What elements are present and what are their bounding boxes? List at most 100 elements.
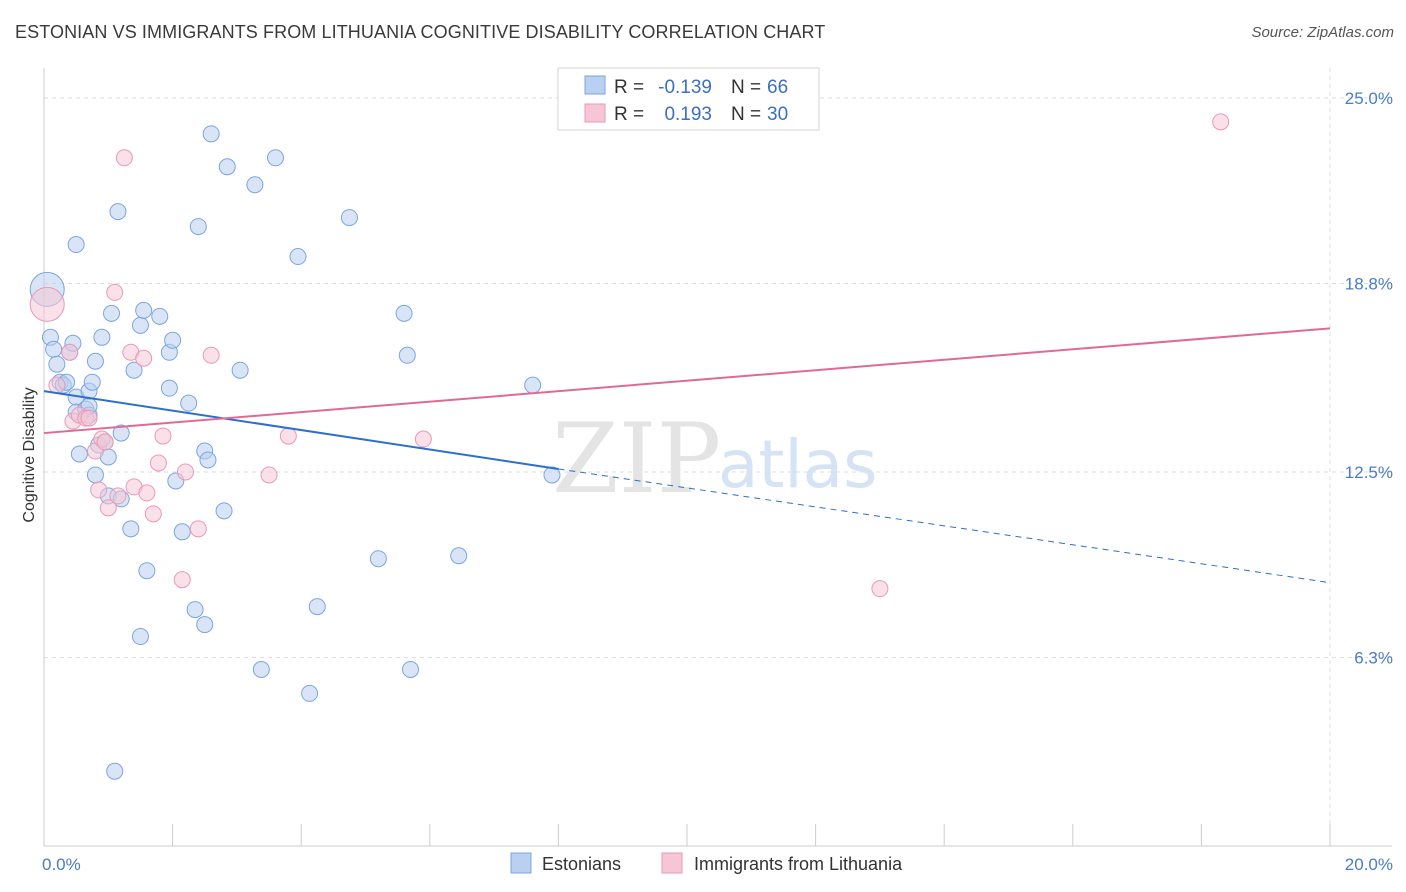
point-estonians — [252, 660, 270, 678]
point-lithuania — [176, 463, 194, 481]
bottom-legend-lithuania: Immigrants from Lithuania — [694, 854, 903, 874]
watermark: ZIP atlas — [552, 403, 878, 515]
point-estonians — [160, 379, 178, 397]
y-tick-label: 18.8% — [1345, 274, 1393, 293]
point-estonians — [151, 307, 169, 325]
point-estonians — [83, 373, 101, 391]
legend-r-value-estonians: -0.139 — [658, 77, 712, 98]
point-estonians — [196, 616, 214, 634]
watermark-atlas: atlas — [718, 426, 878, 503]
point-estonians — [395, 304, 413, 322]
point-estonians — [202, 125, 220, 143]
point-lithuania — [154, 427, 172, 445]
point-lithuania — [1212, 113, 1230, 131]
point-estonians — [173, 523, 191, 541]
point-lithuania — [106, 283, 124, 301]
bottom-legend-swatch-lithuania — [661, 852, 683, 874]
x-tick-label-start: 0.0% — [42, 855, 81, 874]
point-lithuania — [149, 454, 167, 472]
point-estonians — [70, 445, 88, 463]
point-lithuania — [144, 505, 162, 523]
point-estonians — [67, 236, 85, 254]
point-estonians — [186, 601, 204, 619]
point-lithuania — [414, 430, 432, 448]
x-tick-label-end: 20.0% — [1345, 855, 1393, 874]
point-estonians — [122, 520, 140, 538]
point-estonians — [180, 394, 198, 412]
point-estonians — [138, 562, 156, 580]
point-lithuania — [109, 487, 127, 505]
point-estonians — [189, 218, 207, 236]
point-lithuania — [115, 149, 133, 167]
point-lithuania — [871, 580, 889, 598]
legend-r-label: R = — [614, 77, 644, 98]
point-lithuania — [29, 286, 65, 322]
correlation-legend: R = -0.139 N = 66 R = 0.193 N = 30 — [557, 67, 820, 131]
point-estonians — [48, 355, 66, 373]
bottom-legend-swatch-estonians — [510, 852, 532, 874]
point-estonians — [199, 451, 217, 469]
point-estonians — [125, 361, 143, 379]
point-lithuania — [90, 481, 108, 499]
point-estonians — [308, 598, 326, 616]
legend-r-label-2: R = — [614, 104, 644, 125]
legend-n-label-2: N = — [731, 104, 761, 125]
trend-line-lithuania — [43, 327, 1331, 435]
trend-line-estonians-extension — [558, 468, 1331, 584]
point-estonians — [524, 376, 542, 394]
point-lithuania — [96, 433, 114, 451]
point-estonians — [112, 424, 130, 442]
legend-n-value-lithuania: 30 — [767, 104, 788, 125]
x-tick-labels: 0.0% 20.0% — [42, 855, 1393, 874]
y-tick-label: 6.3% — [1354, 648, 1393, 667]
point-estonians — [450, 547, 468, 565]
source-label: Source: ZipAtlas.com — [1251, 24, 1394, 41]
point-estonians — [131, 316, 149, 334]
point-estonians — [340, 209, 358, 227]
point-estonians — [218, 158, 236, 176]
legend-swatch-estonians — [584, 75, 606, 95]
point-estonians — [301, 684, 319, 702]
point-lithuania — [48, 376, 66, 394]
y-axis-label: Cognitive Disability — [21, 387, 38, 522]
point-estonians — [131, 628, 149, 646]
point-estonians — [266, 149, 284, 167]
y-tick-label: 25.0% — [1345, 89, 1393, 108]
point-estonians — [289, 248, 307, 266]
data-points — [29, 113, 1230, 780]
point-lithuania — [173, 571, 191, 589]
point-lithuania — [279, 427, 297, 445]
point-estonians — [103, 304, 121, 322]
series-legend: Estonians Immigrants from Lithuania — [510, 852, 903, 874]
trend-line-estonians — [43, 390, 559, 470]
point-lithuania — [202, 346, 220, 364]
point-lithuania — [260, 466, 278, 484]
trend-lines — [43, 327, 1331, 584]
point-estonians — [164, 331, 182, 349]
legend-swatch-lithuania — [584, 103, 606, 123]
point-estonians — [106, 762, 124, 780]
point-lithuania — [189, 520, 207, 538]
legend-n-label: N = — [731, 77, 761, 98]
watermark-zip: ZIP — [552, 403, 721, 515]
point-estonians — [402, 660, 420, 678]
point-estonians — [45, 340, 63, 358]
point-estonians — [543, 466, 561, 484]
bottom-legend-estonians: Estonians — [542, 854, 621, 874]
point-estonians — [398, 346, 416, 364]
axes — [43, 68, 1392, 847]
point-estonians — [86, 466, 104, 484]
point-estonians — [109, 203, 127, 221]
y-tick-label: 12.5% — [1345, 463, 1393, 482]
point-estonians — [369, 550, 387, 568]
point-estonians — [135, 301, 153, 319]
point-lithuania — [138, 484, 156, 502]
point-estonians — [93, 328, 111, 346]
point-estonians — [231, 361, 249, 379]
point-lithuania — [135, 349, 153, 367]
point-estonians — [86, 352, 104, 370]
point-lithuania — [80, 409, 98, 427]
point-estonians — [215, 502, 233, 520]
point-lithuania — [61, 343, 79, 361]
